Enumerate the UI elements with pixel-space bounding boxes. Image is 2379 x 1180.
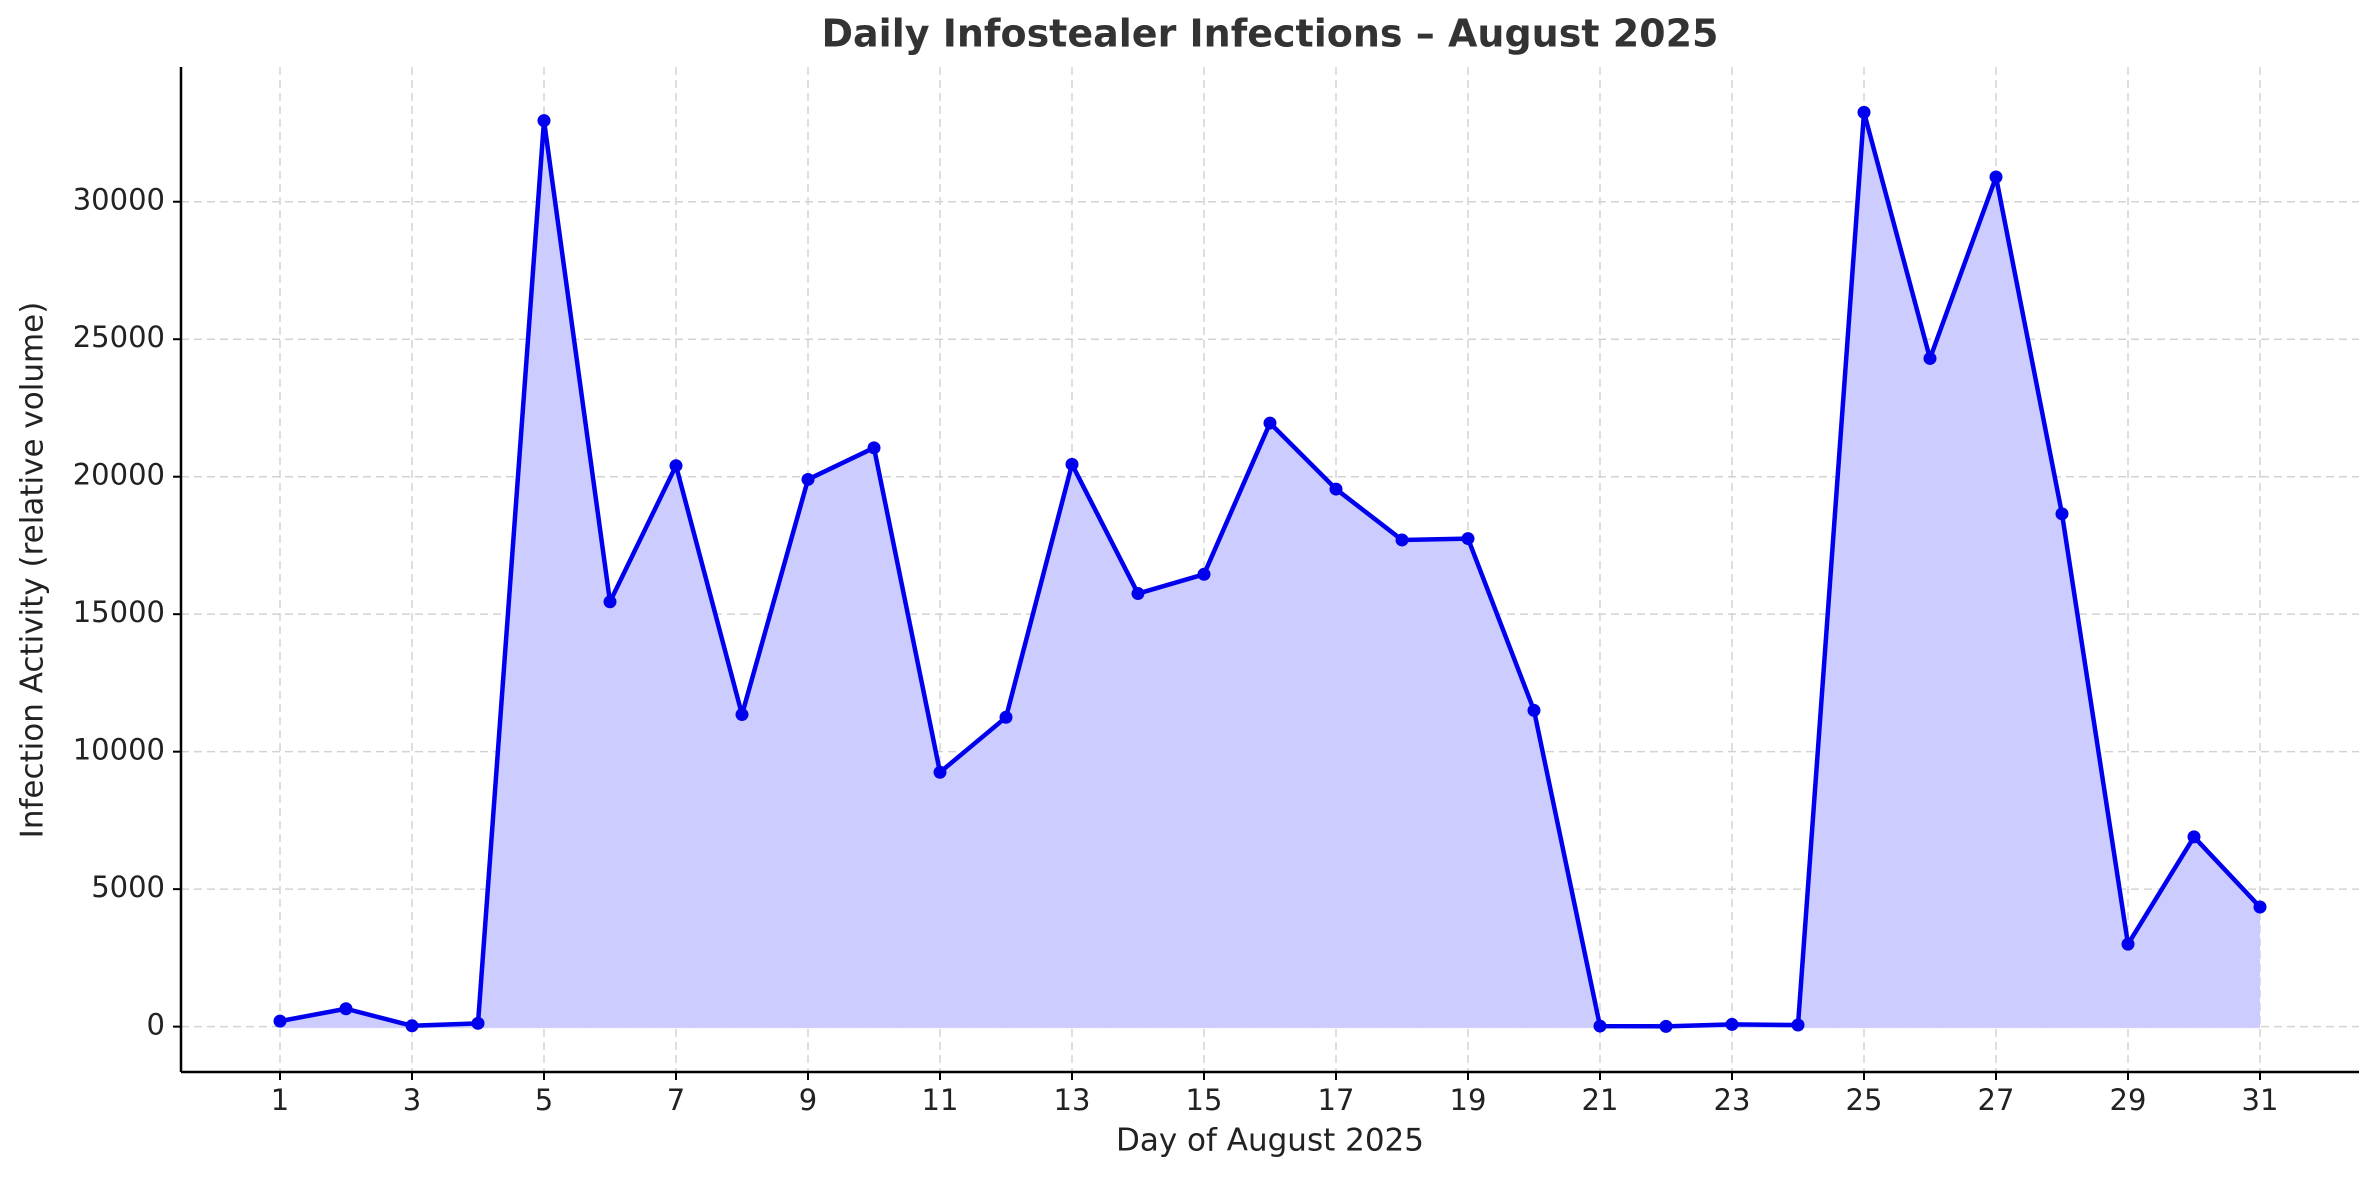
point [2055, 507, 2069, 521]
x-tick-label: 21 [1582, 1083, 1619, 1117]
point [603, 595, 617, 609]
y-tick-label: 30000 [73, 183, 165, 217]
point [801, 472, 815, 486]
x-axis-label: Day of August 2025 [1116, 1123, 1424, 1159]
y-tick-label: 15000 [73, 595, 165, 629]
x-tick-label: 25 [1846, 1083, 1883, 1117]
point [933, 765, 947, 779]
point [2121, 937, 2135, 951]
point [1197, 567, 1211, 581]
point [273, 1014, 287, 1028]
y-tick-label: 20000 [73, 458, 165, 492]
x-tick-label: 19 [1450, 1083, 1487, 1117]
x-tick-label: 3 [403, 1083, 421, 1117]
area [280, 112, 2260, 1027]
y-axis-label: Infection Activity (relative volume) [15, 302, 51, 839]
point [1065, 457, 1079, 471]
point [1989, 170, 2003, 184]
y-tick-label: 5000 [91, 870, 165, 904]
point [669, 459, 683, 473]
point [2187, 830, 2201, 844]
point [2253, 900, 2267, 914]
x-tick-label: 9 [799, 1083, 817, 1117]
x-tick-label: 29 [2110, 1083, 2147, 1117]
point [1659, 1019, 1673, 1033]
point [339, 1002, 353, 1016]
point [1329, 482, 1343, 496]
point [1461, 532, 1475, 546]
point [471, 1016, 485, 1030]
y-tick-label: 0 [147, 1008, 165, 1042]
x-tick-label: 31 [2242, 1083, 2279, 1117]
x-tick-label: 1 [271, 1083, 289, 1117]
x-tick-label: 13 [1054, 1083, 1091, 1117]
chart-title: Daily Infostealer Infections – August 20… [822, 12, 1719, 56]
point [867, 441, 881, 455]
x-tick-label: 5 [535, 1083, 553, 1117]
point [1395, 533, 1409, 547]
point [1923, 351, 1937, 365]
x-tick-label: 7 [667, 1083, 685, 1117]
point [1725, 1017, 1739, 1031]
y-tick-label: 25000 [73, 320, 165, 354]
point [537, 114, 551, 128]
x-tick-label: 23 [1714, 1083, 1751, 1117]
point [405, 1019, 419, 1033]
point [1263, 416, 1277, 430]
x-tick-label: 17 [1318, 1083, 1355, 1117]
point [1791, 1018, 1805, 1032]
x-tick-label: 15 [1186, 1083, 1223, 1117]
x-tick-label: 27 [1978, 1083, 2015, 1117]
point [1593, 1019, 1607, 1033]
point [735, 708, 749, 722]
y-tick-label: 10000 [73, 733, 165, 767]
point [1131, 587, 1145, 601]
point [999, 710, 1013, 724]
point [1527, 703, 1541, 717]
x-tick-label: 11 [922, 1083, 959, 1117]
point [1857, 105, 1871, 119]
